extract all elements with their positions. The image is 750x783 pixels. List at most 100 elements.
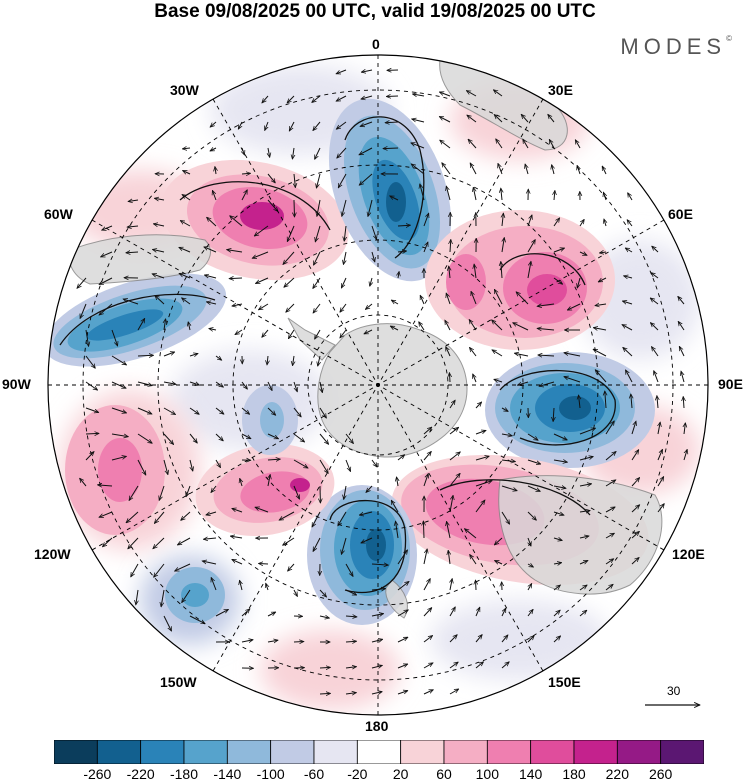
wind-arrow <box>579 536 589 538</box>
wind-arrow <box>449 373 450 383</box>
wind-arrow <box>514 353 529 357</box>
wind-arrow <box>423 663 433 669</box>
wind-arrow <box>631 505 640 513</box>
wind-arrow <box>341 537 347 554</box>
wind-arrow <box>631 478 640 487</box>
wind-arrow <box>371 225 377 240</box>
wind-arrow <box>605 559 614 565</box>
wind-arrow <box>283 537 295 545</box>
wind-arrow <box>411 164 425 175</box>
wind-arrow <box>494 379 503 382</box>
colorbar-tick-label: 20 <box>392 766 409 782</box>
wind-arrow <box>235 329 243 335</box>
wind-arrow <box>423 549 427 565</box>
wind-arrow <box>190 459 193 471</box>
wind-arrow <box>182 589 191 603</box>
colorbar-tick-label: 140 <box>518 766 543 782</box>
colorbar-swatch <box>313 740 358 764</box>
wind-arrow <box>180 221 191 227</box>
contour-lines <box>59 116 616 594</box>
wind-arrow <box>204 246 217 253</box>
wind-arrow <box>344 485 346 499</box>
wind-arrow <box>494 115 503 123</box>
wind-arrow <box>650 298 659 305</box>
wind-arrow <box>318 355 320 366</box>
wind-arrow <box>215 433 223 441</box>
wind-arrow <box>241 381 247 389</box>
wind-arrow <box>237 121 243 129</box>
wind-arrow <box>449 495 453 513</box>
wind-arrow <box>111 456 126 461</box>
wind-arrow <box>111 433 128 437</box>
wind-arrow <box>423 451 431 461</box>
wind-arrow <box>423 608 432 617</box>
wind-arrow <box>179 273 191 279</box>
wind-arrow <box>678 296 685 305</box>
wind-arrow <box>657 449 663 461</box>
wind-arrow <box>502 213 503 227</box>
wind-arrow <box>207 217 217 227</box>
wind-arrow <box>137 318 145 331</box>
wind-arrow <box>564 353 581 357</box>
wind-arrow <box>311 511 321 527</box>
wind-arrow <box>423 242 428 253</box>
wind-arrow <box>361 70 373 72</box>
wind-arrow <box>516 292 529 305</box>
wind-arrow <box>210 148 217 152</box>
wind-arrow <box>85 355 95 368</box>
wind-arrow <box>501 434 512 436</box>
wind-arrow <box>605 480 616 487</box>
wind-arrow <box>494 537 503 545</box>
contour-line <box>499 253 586 286</box>
wind-arrow <box>365 303 373 309</box>
wind-arrow <box>202 561 217 565</box>
wind-arrow <box>579 395 581 409</box>
wind-arrow <box>287 95 295 103</box>
wind-arrow <box>232 558 243 565</box>
wind-arrow <box>383 148 399 149</box>
wind-arrow <box>473 374 476 383</box>
wind-arrow <box>439 116 451 123</box>
wind-arrow <box>319 667 330 668</box>
wind-arrow <box>153 537 165 549</box>
wind-arrow <box>553 585 560 591</box>
wind-arrow <box>136 589 138 605</box>
wind-arrow <box>449 607 455 617</box>
wind-arrow <box>338 511 347 526</box>
wind-arrow <box>527 261 531 279</box>
colorbar-swatch <box>530 740 575 764</box>
wind-arrow <box>501 511 510 524</box>
wind-arrow <box>397 477 399 487</box>
new-zealand <box>385 579 408 619</box>
wind-arrow <box>267 611 276 617</box>
wind-arrow <box>241 640 253 642</box>
wind-arrow <box>267 459 280 460</box>
wind-arrow <box>469 163 477 175</box>
wind-arrow <box>163 459 168 475</box>
wind-arrow <box>342 199 347 216</box>
wind-arrow <box>397 455 405 461</box>
wind-arrow <box>683 449 687 461</box>
wind-arrow <box>99 511 113 517</box>
colorbar-tick-label: -180 <box>169 766 199 782</box>
wind-arrow <box>678 321 685 331</box>
wind-arrow <box>163 382 176 384</box>
wind-arrow <box>476 580 477 591</box>
wind-arrow <box>230 536 243 538</box>
wind-arrow <box>182 148 191 149</box>
wind-arrow <box>413 94 425 96</box>
wind-arrow <box>553 248 565 253</box>
wind-arrow <box>475 662 484 669</box>
wind-arrow <box>345 433 353 444</box>
wind-arrow <box>599 252 607 253</box>
wind-arrow <box>319 616 329 618</box>
wind-arrow <box>473 187 476 201</box>
colorbar-swatch <box>443 740 488 764</box>
wind-arrow <box>475 481 492 487</box>
wind-arrow <box>603 192 606 201</box>
wind-arrow <box>470 347 477 357</box>
wind-arrow <box>654 371 659 383</box>
wind-arrow <box>293 459 308 468</box>
lon-label-90w: 90W <box>2 376 31 392</box>
